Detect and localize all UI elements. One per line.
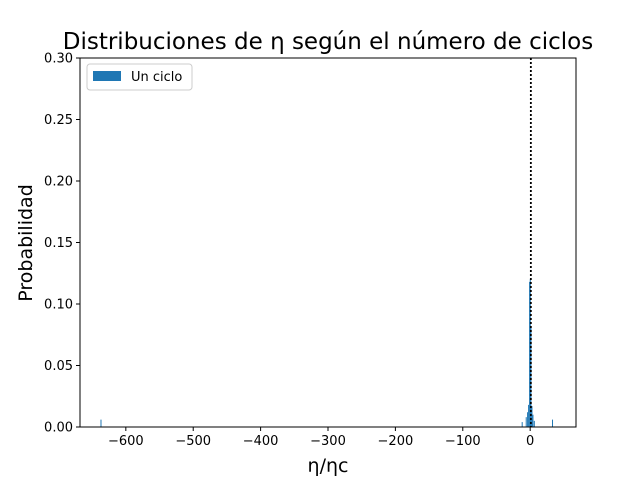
histogram-bars [100, 279, 554, 427]
histogram-bar [532, 414, 534, 427]
legend: Un ciclo [86, 63, 193, 91]
y-tick-label: 0.30 [44, 52, 73, 67]
histogram-bar [533, 420, 535, 427]
legend-label: Un ciclo [131, 70, 182, 85]
y-tick-label: 0.00 [44, 421, 73, 436]
x-axis-label: η/ηc [308, 455, 349, 477]
x-axis-ticks: −600 −500 −400 −300 −200 −100 0 [108, 427, 534, 449]
chart-title: Distribuciones de η según el número de c… [63, 29, 593, 55]
histogram-bar [529, 279, 531, 427]
y-tick-label: 0.10 [44, 298, 73, 313]
histogram-bar [529, 281, 531, 427]
histogram-bar [528, 404, 530, 427]
y-tick-label: 0.15 [44, 236, 73, 251]
x-tick-label: −400 [243, 434, 279, 449]
histogram-bar [531, 406, 533, 427]
x-tick-label: 0 [526, 434, 534, 449]
histogram-bar [525, 417, 527, 427]
histogram-bar [521, 422, 523, 427]
legend-box [86, 63, 193, 91]
y-tick-label: 0.20 [44, 175, 73, 190]
x-tick-label: −200 [378, 434, 414, 449]
y-axis-label: Probabilidad [15, 184, 37, 302]
y-tick-label: 0.25 [44, 113, 73, 128]
x-tick-label: −600 [108, 434, 144, 449]
y-axis-ticks: 0.00 0.05 0.10 0.15 0.20 0.25 0.30 [44, 52, 80, 436]
x-tick-label: −500 [175, 434, 211, 449]
histogram-bar [527, 412, 529, 427]
plot-frame [79, 57, 577, 428]
x-tick-label: −300 [310, 434, 346, 449]
x-tick-label: −100 [445, 434, 481, 449]
legend-swatch [93, 71, 121, 81]
histogram-bar [552, 419, 554, 427]
histogram-bar [530, 326, 532, 427]
y-tick-label: 0.05 [44, 359, 73, 374]
histogram-bar [100, 419, 102, 427]
